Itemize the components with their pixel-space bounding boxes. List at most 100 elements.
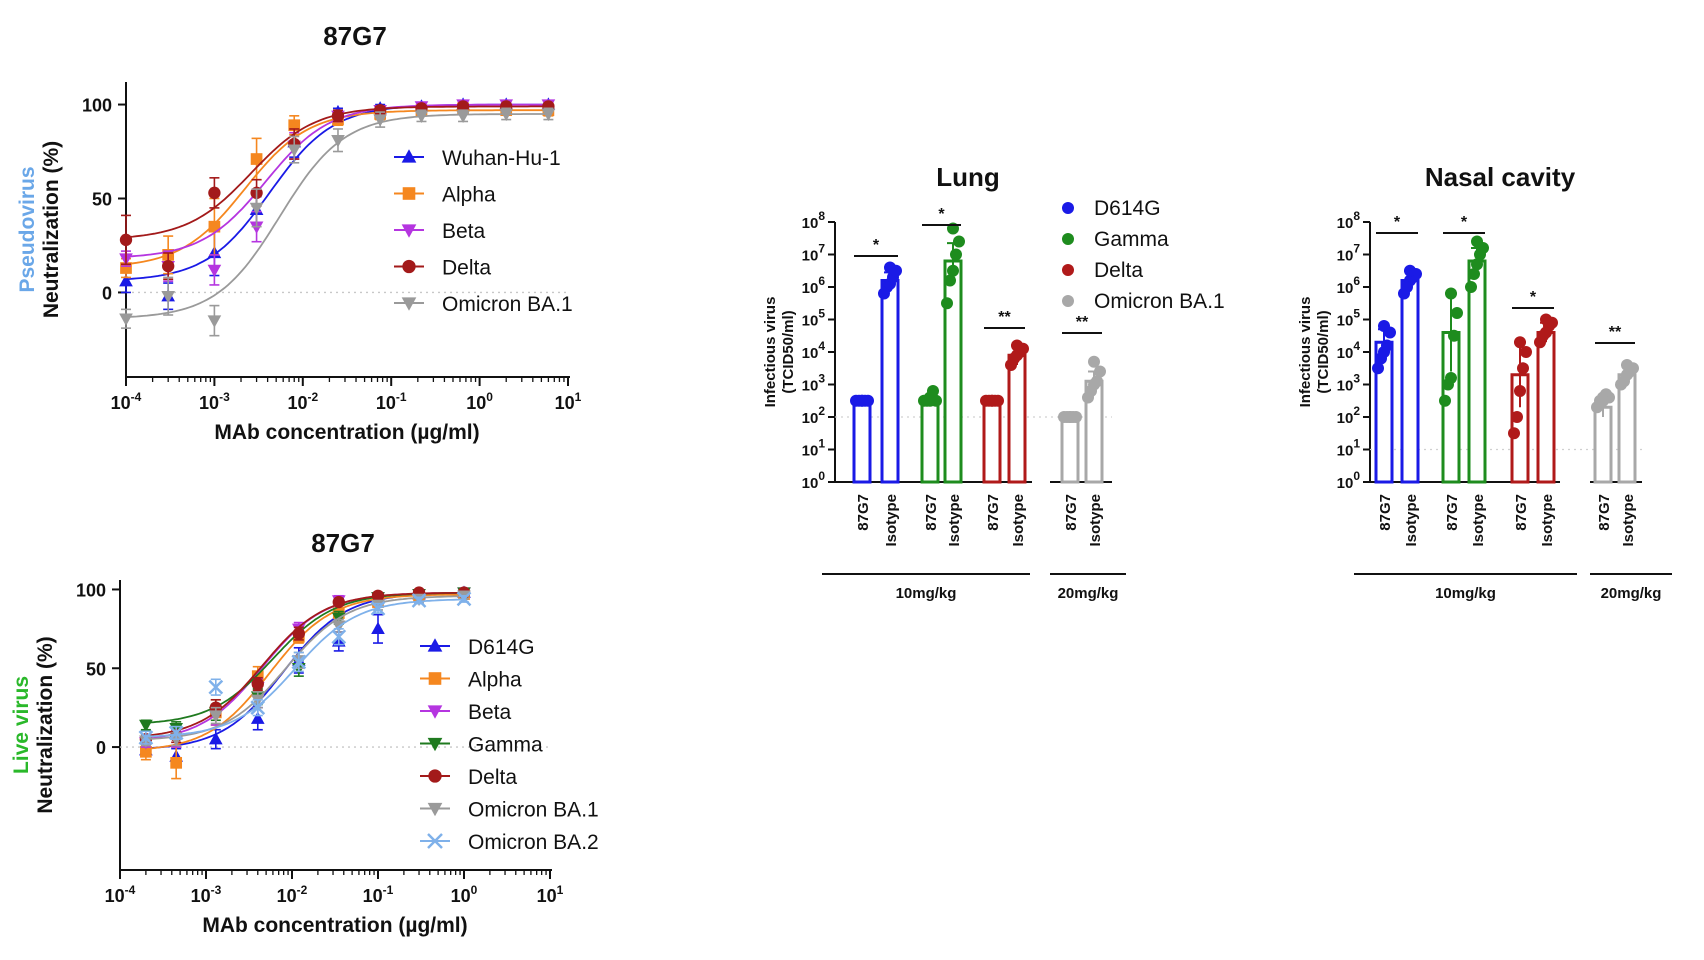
- significance-label: *: [938, 206, 945, 223]
- bar-4: 87G7: [1508, 336, 1532, 531]
- fit-curve: [145, 591, 465, 740]
- panel-live: 87G7 0 50 100 10-4 10-3 10-2 10-1 100 101 MAb conc…: [10, 528, 599, 937]
- data-point: [1011, 339, 1023, 352]
- legend-label: Omicron BA.1: [468, 799, 599, 822]
- legend-item: Alpha: [394, 184, 496, 207]
- data-point: [411, 593, 427, 608]
- legend-item: Beta: [394, 220, 486, 243]
- fit-curve: [145, 593, 464, 750]
- data-point: [251, 677, 264, 691]
- data-point: [119, 274, 133, 287]
- category-label: 87G7: [985, 494, 1002, 531]
- bar: [920, 399, 940, 484]
- y-tick-label: 50: [86, 659, 106, 679]
- legend-item: Gamma: [420, 734, 543, 757]
- y-tick-label: 100: [1337, 469, 1361, 492]
- significance-label: *: [1394, 214, 1401, 231]
- legend-label: Alpha: [442, 184, 496, 207]
- y-tick-label: 101: [802, 437, 826, 460]
- significance-label: *: [1530, 289, 1537, 306]
- data-point: [1091, 375, 1103, 388]
- data-point: [1064, 411, 1076, 423]
- bar: [1617, 373, 1637, 484]
- data-point: [1540, 313, 1552, 326]
- y-tick-label: 106: [802, 274, 826, 297]
- bar-7: Isotype: [1615, 359, 1639, 547]
- legend-marker: [402, 187, 416, 200]
- x-tick-label: 10-1: [376, 390, 407, 413]
- data-point: [138, 730, 154, 745]
- legend-label: D614G: [1094, 197, 1161, 220]
- data-point: [456, 110, 470, 123]
- data-point: [947, 264, 959, 277]
- data-point: [1621, 359, 1633, 371]
- legend-item: Omicron BA.1: [394, 293, 573, 316]
- data-point: [1439, 394, 1451, 407]
- legend-label: Gamma: [1094, 228, 1169, 251]
- group-label: 10mg/kg: [896, 585, 957, 602]
- data-point: [251, 670, 264, 682]
- y-tick-label: 108: [1337, 209, 1361, 232]
- data-point: [161, 291, 176, 304]
- legend-item: Omicron BA.1: [1062, 290, 1225, 313]
- category-label: 87G7: [1377, 494, 1394, 531]
- data-point: [941, 297, 953, 310]
- y-tick-label: 106: [1337, 274, 1361, 297]
- significance-label: *: [873, 237, 880, 254]
- bar-3: Isotype: [1465, 235, 1489, 547]
- data-point: [1514, 385, 1526, 397]
- bar: [943, 259, 963, 484]
- y-tick-label: 107: [1337, 242, 1361, 265]
- category-label: 87G7: [1444, 494, 1461, 531]
- legend-label: Delta: [1094, 259, 1143, 282]
- legend-item: Alpha: [420, 669, 522, 692]
- data-point-b: [138, 730, 154, 745]
- series-d614g: [139, 585, 471, 766]
- panel-lung: Lung 100 101 102 103 104 105 106 107 108 Infectiou…: [762, 162, 1225, 602]
- data-point: [1451, 307, 1463, 319]
- data-point: [927, 385, 939, 397]
- group-label: 20mg/kg: [1601, 585, 1662, 602]
- data-point: [1597, 394, 1609, 407]
- category-label: Isotype: [1403, 494, 1420, 547]
- legend-label: Beta: [468, 701, 512, 724]
- y-axis-label: Neutralization (%): [34, 636, 57, 813]
- legend-marker: [402, 259, 416, 274]
- data-point: [292, 627, 305, 640]
- data-point: [541, 108, 556, 122]
- data-point: [856, 394, 868, 407]
- data-point: [370, 600, 386, 616]
- legend-label: Beta: [442, 220, 486, 243]
- x-axis-label: MAb concentration (µg/ml): [214, 421, 479, 444]
- data-point-b: [411, 593, 427, 608]
- data-point: [288, 119, 301, 132]
- data-point: [884, 261, 896, 274]
- legend-label: D614G: [468, 636, 535, 659]
- bar-0: 87G7: [1372, 320, 1396, 531]
- data-point: [1468, 268, 1480, 280]
- category-label: Isotype: [883, 494, 900, 547]
- legend-label: Delta: [468, 766, 517, 789]
- data-point: [207, 315, 222, 328]
- bar: [1060, 415, 1080, 484]
- x-tick-label: 10-3: [191, 883, 222, 906]
- data-point: [119, 233, 133, 247]
- data-point: [1445, 372, 1457, 384]
- category-label: Isotype: [1010, 494, 1027, 547]
- data-point: [456, 591, 472, 607]
- data-point: [120, 262, 132, 274]
- y-tick-label: 0: [96, 738, 106, 758]
- data-point: [168, 725, 184, 741]
- data-point: [1372, 362, 1384, 375]
- legend-item: Delta: [420, 766, 517, 789]
- legend-marker: [1062, 202, 1074, 214]
- y-tick-label: 105: [802, 307, 826, 330]
- data-point: [414, 110, 429, 123]
- data-point-b: [291, 654, 307, 670]
- legend-label: Omicron BA.1: [1094, 290, 1225, 313]
- legend-marker: [1062, 233, 1074, 245]
- data-point: [1471, 235, 1483, 248]
- data-point: [1088, 355, 1100, 368]
- data-point: [208, 220, 221, 233]
- y-tick-label: 107: [802, 242, 826, 265]
